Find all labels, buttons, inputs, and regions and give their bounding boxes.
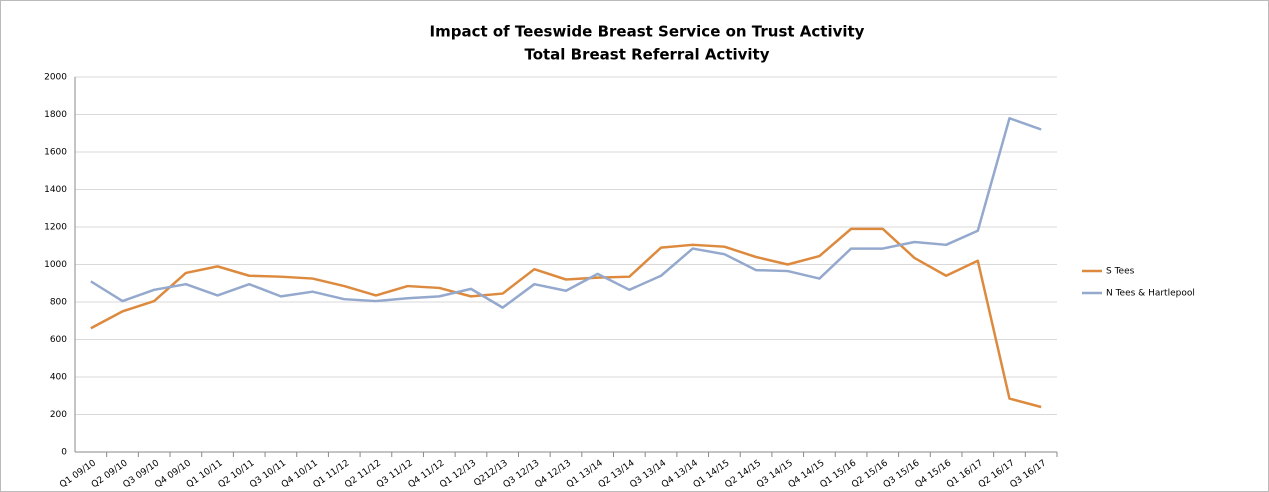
y-tick-label: 0 (61, 448, 67, 458)
series-line (90, 117, 1042, 309)
series-line (90, 227, 1042, 409)
y-tick-label: 200 (50, 410, 67, 420)
chart-subtitle: Total Breast Referral Activity (524, 46, 769, 64)
y-tick-label: 800 (50, 298, 67, 308)
y-tick-label: 1800 (44, 110, 67, 120)
y-tick-label: 1400 (44, 185, 67, 195)
chart-title: Impact of Teeswide Breast Service on Tru… (430, 23, 865, 41)
y-tick-label: 1200 (44, 223, 67, 233)
x-tick-label: Q1 12/13 (438, 458, 478, 490)
y-tick-label: 1000 (44, 260, 67, 270)
y-tick-label: 600 (50, 335, 67, 345)
y-tick-label: 400 (50, 373, 67, 383)
legend-label: N Tees & Hartlepool (1106, 289, 1195, 299)
y-tick-label: 1600 (44, 148, 67, 158)
y-tick-label: 2000 (44, 73, 67, 83)
legend-label: S Tees (1106, 267, 1135, 277)
x-tick-label: Q3 16/17 (1008, 458, 1048, 490)
